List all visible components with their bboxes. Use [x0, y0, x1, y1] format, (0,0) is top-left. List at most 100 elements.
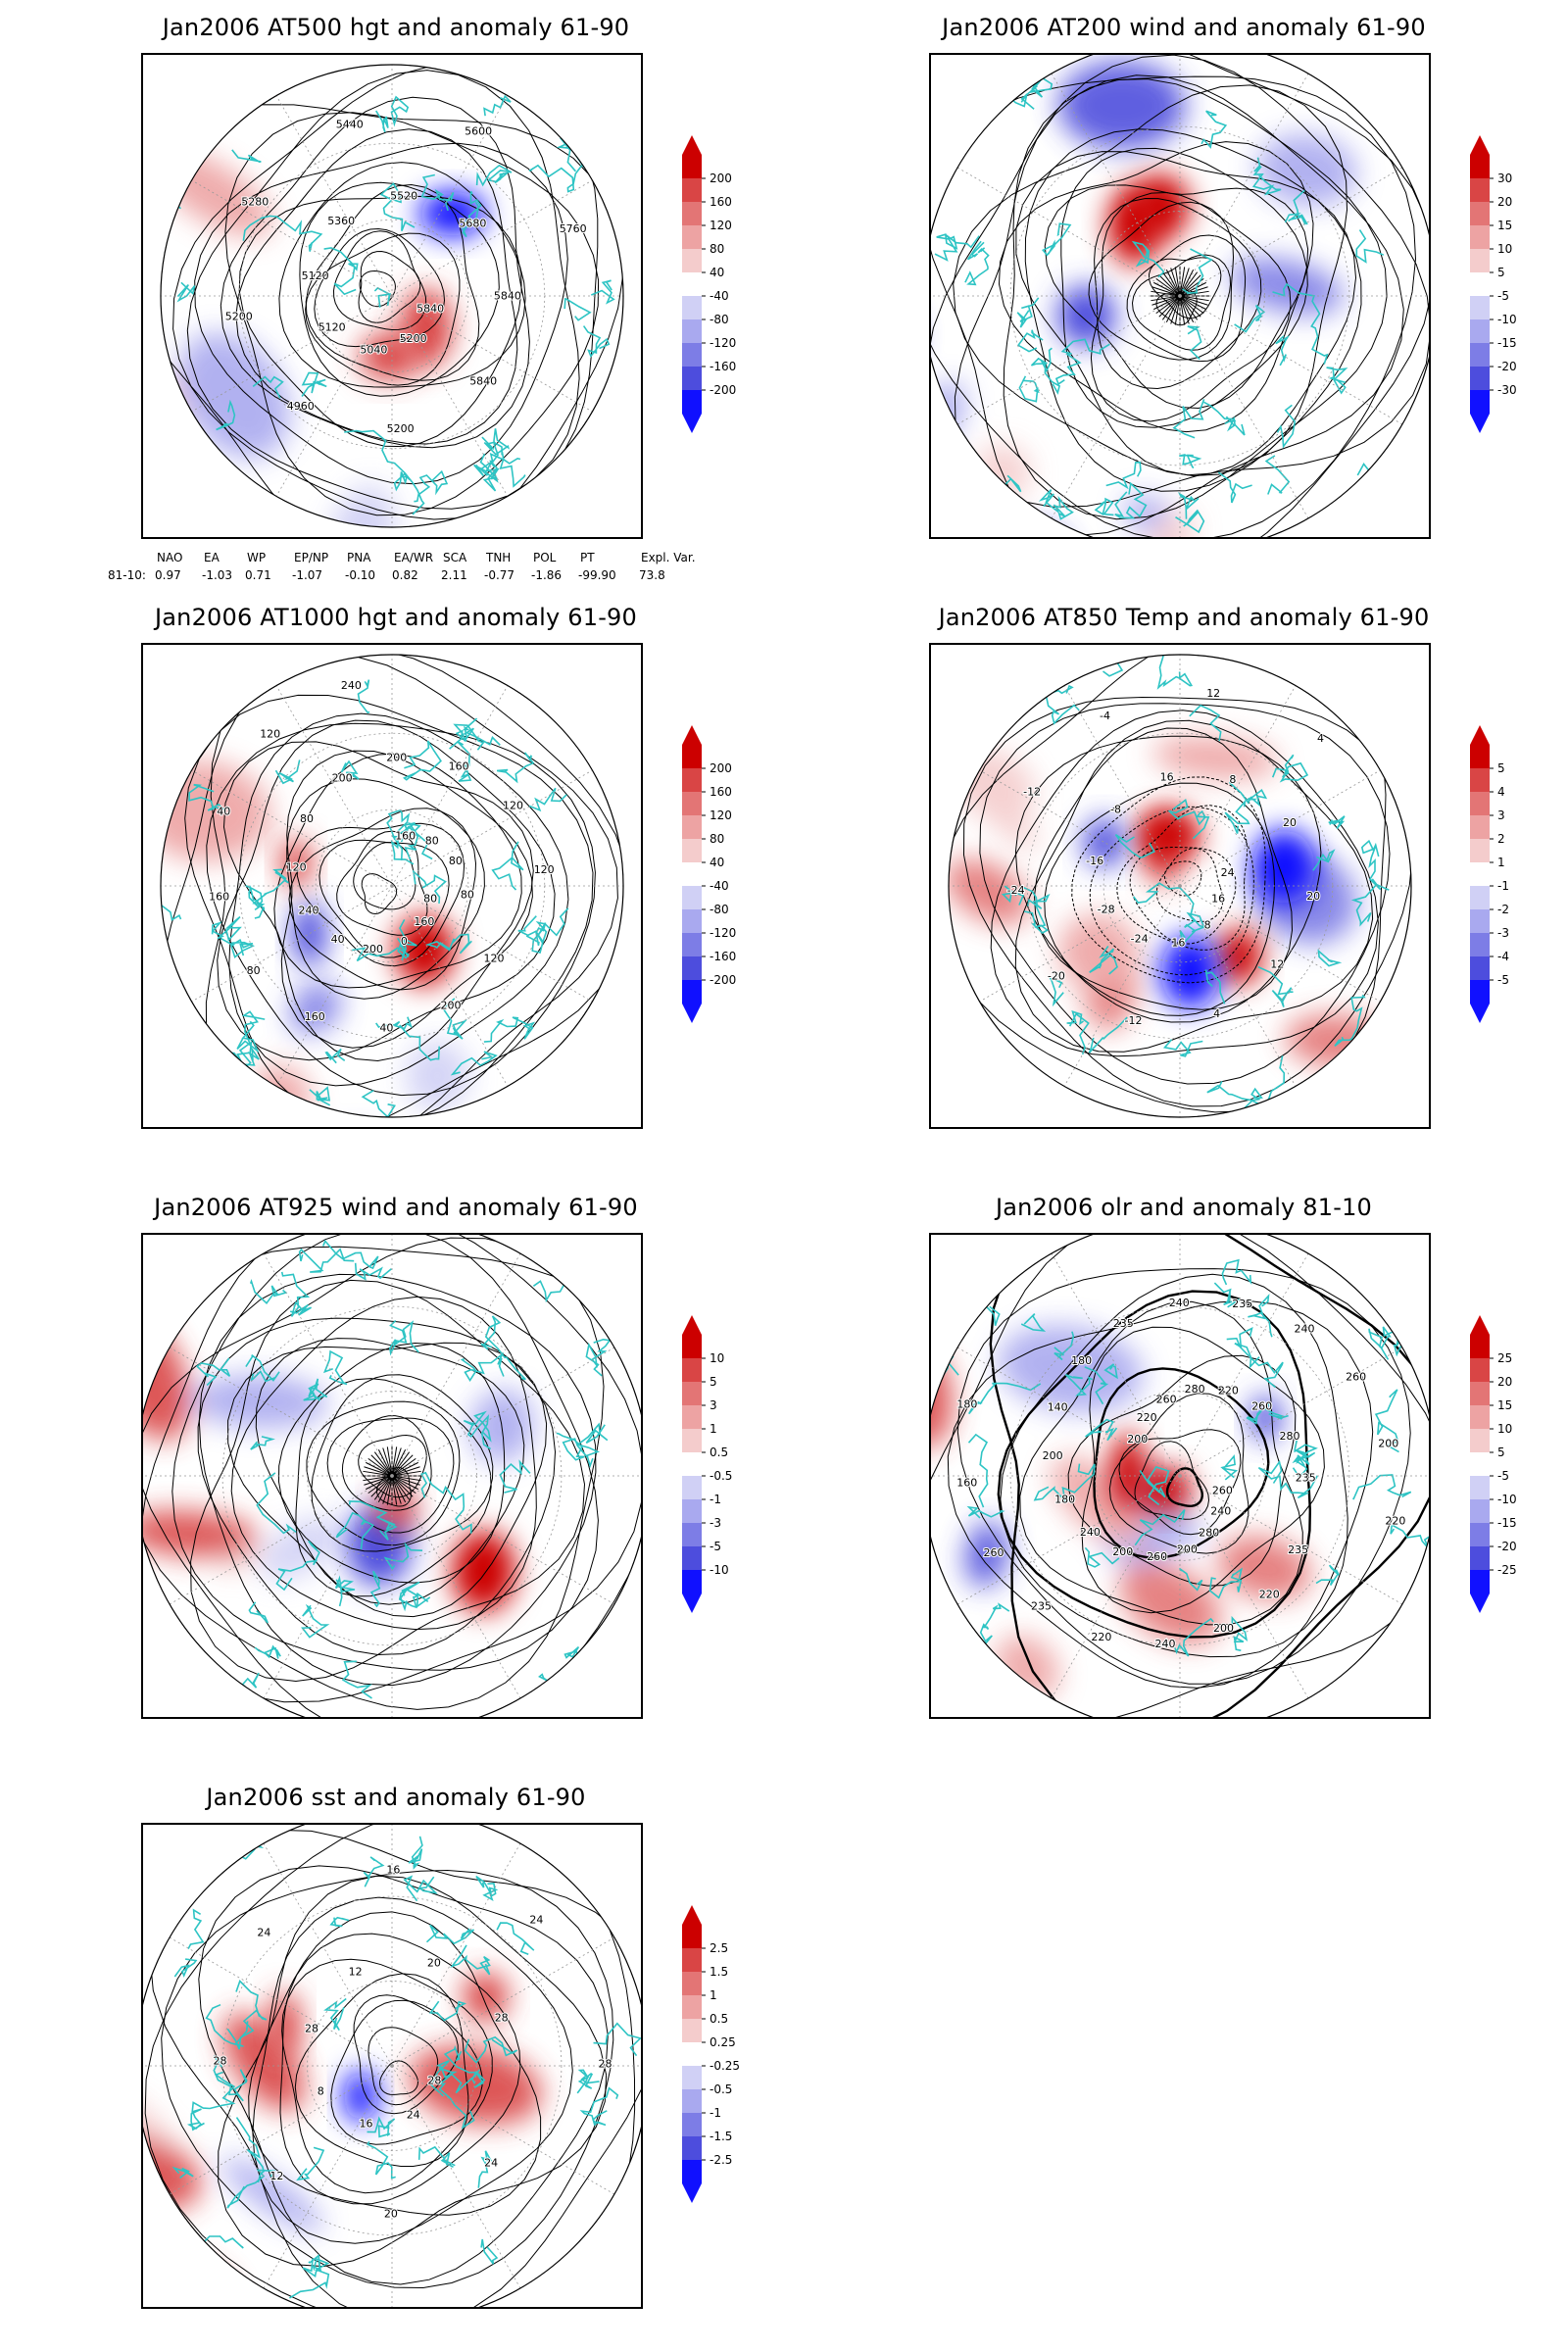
- colorbar-segment: [682, 178, 702, 202]
- colorbar-segment: [682, 319, 702, 343]
- contour-label: 12: [349, 1966, 363, 1979]
- colorbar-label: -200: [710, 383, 736, 397]
- colorbar-label: 200: [710, 172, 732, 185]
- colorbar-label: 40: [710, 856, 724, 869]
- colorbar-segment: [1470, 1499, 1490, 1523]
- contour-label: 160: [305, 1010, 325, 1023]
- contour-label: 24: [1221, 866, 1235, 879]
- colorbar-label: -1: [710, 2106, 721, 2120]
- colorbar-label: -4: [1497, 950, 1509, 963]
- panel-title: Jan2006 AT1000 hgt and anomaly 61-90: [154, 604, 638, 631]
- colorbar-arrow-top: [682, 1905, 702, 1925]
- colorbar-segment: [682, 1452, 702, 1476]
- contour-label: -4: [1100, 710, 1110, 722]
- colorbar: 200 160 120 80 40 -40 -80 -120 -160 -200: [682, 135, 770, 433]
- index-row-label: 81-10:: [108, 568, 146, 582]
- index-value: 0.71: [245, 568, 271, 582]
- colorbar-segment: [682, 1429, 702, 1452]
- colorbar: 2.5 1.5 1 0.5 0.25 -0.25 -0.5 -1 -1.5 -2.5: [682, 1905, 770, 2203]
- colorbar-label: -1: [710, 1493, 721, 1506]
- colorbar-label: 1.5: [710, 1965, 728, 1979]
- contour-label: 260: [1251, 1400, 1272, 1413]
- colorbar-label: -1: [1497, 879, 1509, 893]
- contour-label: -20: [1048, 969, 1065, 982]
- colorbar-arrow-bottom: [1470, 1593, 1490, 1613]
- colorbar-segment: [1470, 933, 1490, 956]
- contour-label: 120: [260, 728, 280, 741]
- contour-label: 220: [1385, 1514, 1405, 1527]
- contour-label: 200: [1043, 1449, 1063, 1462]
- index-value: 0.82: [392, 568, 418, 582]
- colorbar-segment: [682, 1995, 702, 2019]
- colorbar-segment: [1470, 1429, 1490, 1452]
- teleconnection-indices: NAO EA WP EP/NP PNA EA/WR SCA TNH POL PT Expl. Var…: [108, 551, 837, 586]
- index-header: EP/NP: [294, 551, 329, 564]
- colorbar-segment: [682, 1570, 702, 1593]
- map-canvas: 28 24 24 20 16 12 8 28 28 24 12 16 20 24 28 28: [143, 1825, 641, 2307]
- contour-label: 16: [386, 1864, 400, 1877]
- colorbar-segment: [682, 1382, 702, 1405]
- contour-label: 235: [1296, 1471, 1316, 1484]
- colorbar-label: -0.25: [710, 2059, 740, 2073]
- contour-label: 5200: [387, 422, 415, 435]
- contour-label: 220: [1137, 1411, 1157, 1424]
- contour-label: 80: [247, 964, 261, 977]
- panel-title: Jan2006 olr and anomaly 81-10: [995, 1194, 1373, 1221]
- contour-label: 5360: [327, 215, 355, 227]
- contour-label: 200: [1112, 1545, 1133, 1558]
- contour-label: 120: [484, 953, 505, 965]
- colorbar-segment: [1470, 1476, 1490, 1499]
- contour-label: 180: [1054, 1493, 1075, 1505]
- colorbar-arrow-bottom: [1470, 414, 1490, 433]
- colorbar-label: 3: [710, 1398, 717, 1412]
- colorbar-label: -20: [1497, 360, 1517, 373]
- contour-label: 8: [1229, 773, 1236, 786]
- colorbar-segment: [682, 815, 702, 839]
- colorbar-label: 5: [710, 1375, 717, 1389]
- contour-label: 5680: [459, 217, 486, 229]
- colorbar-label: -20: [1497, 1540, 1517, 1553]
- colorbar-label: -10: [1497, 1493, 1517, 1506]
- contour-label: 120: [286, 860, 307, 873]
- contour-label: 5600: [465, 125, 492, 138]
- polar-map: 28 24 24 20 16 12 8 28 28 24 12 16 20 24 28 28: [141, 1823, 643, 2309]
- colorbar-segment: [682, 225, 702, 249]
- colorbar-segment: [682, 1972, 702, 1995]
- colorbar-segment: [682, 390, 702, 414]
- colorbar-segment: [1470, 1405, 1490, 1429]
- contour-label: 4: [1317, 732, 1324, 745]
- colorbar-segment: [1470, 839, 1490, 862]
- colorbar-label: -2.5: [710, 2153, 732, 2167]
- colorbar-label: -120: [710, 926, 736, 940]
- contour-label: 240: [1210, 1505, 1231, 1518]
- colorbar-label: 0.25: [710, 2035, 736, 2049]
- colorbar-label: -5: [1497, 973, 1509, 987]
- contour-label: 160: [449, 760, 469, 772]
- contour-label: 120: [503, 800, 523, 812]
- contour-label: 24: [529, 1914, 543, 1927]
- index-value: -1.03: [202, 568, 233, 582]
- colorbar-segment: [682, 2113, 702, 2136]
- colorbar-label: -5: [1497, 1469, 1509, 1483]
- contour-label: 5120: [302, 270, 329, 282]
- colorbar-segment: [1470, 980, 1490, 1004]
- contour-label: 12: [270, 2170, 283, 2182]
- contour-label: 20: [427, 1957, 441, 1970]
- map-canvas: 5840 5840 5200 5200 5040 4960 5120 5200 5120 5280…: [160, 64, 624, 528]
- colorbar-segment: [682, 956, 702, 980]
- colorbar-segment: [1470, 225, 1490, 249]
- colorbar-label: -15: [1497, 336, 1517, 350]
- contour-label: 16: [1160, 770, 1174, 783]
- contour-label: 16: [1171, 936, 1185, 949]
- colorbar-label: 1: [710, 1422, 717, 1436]
- colorbar-segment: [682, 745, 702, 768]
- colorbar-segment: [1470, 815, 1490, 839]
- contour-label: 280: [1280, 1430, 1300, 1443]
- contour-label: 235: [1232, 1298, 1252, 1310]
- contour-label: 5440: [336, 118, 364, 130]
- contour-label: 5840: [416, 303, 444, 316]
- colorbar-segment: [682, 296, 702, 319]
- colorbar-segment: [1470, 1358, 1490, 1382]
- colorbar-label: 1: [1497, 856, 1505, 869]
- index-header: WP: [247, 551, 267, 564]
